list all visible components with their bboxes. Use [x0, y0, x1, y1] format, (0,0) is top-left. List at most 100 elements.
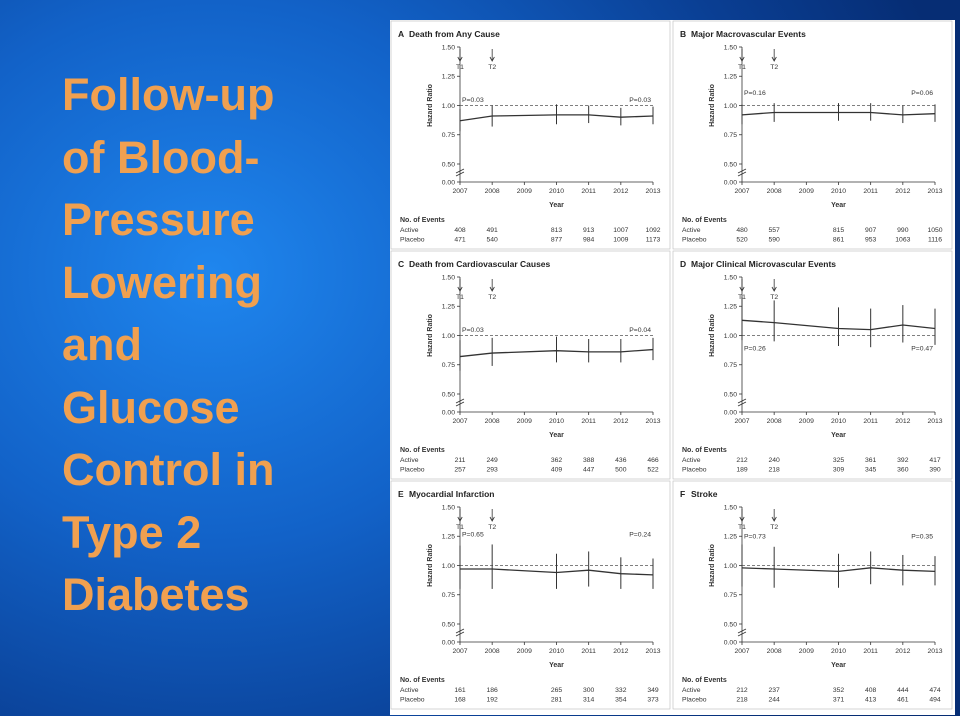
- x-tick-label: 2011: [863, 648, 878, 655]
- x-tick-label: 2012: [613, 418, 628, 425]
- p-value-label: P=0.24: [629, 531, 651, 538]
- marker-arrowhead: [739, 56, 745, 62]
- x-tick-label: 2010: [831, 188, 846, 195]
- events-value: 861: [833, 237, 845, 244]
- marker-arrowhead: [489, 56, 495, 62]
- events-value: 352: [833, 687, 845, 694]
- x-tick-label: 2009: [799, 418, 814, 425]
- events-row-label: Placebo: [400, 237, 425, 244]
- x-tick-label: 2010: [831, 418, 846, 425]
- hazard-ratio-line: [741, 111, 936, 116]
- x-tick-label: 2009: [799, 188, 814, 195]
- x-tick-label: 2010: [831, 648, 846, 655]
- events-value: 212: [736, 687, 748, 694]
- y-tick-label: 0.50: [442, 391, 455, 398]
- slide-title-line: Type 2: [62, 506, 202, 558]
- events-row-label: Active: [682, 227, 701, 234]
- events-row-label: Active: [682, 457, 701, 464]
- marker-arrowhead: [489, 286, 495, 292]
- axis-break: [455, 398, 465, 404]
- slide-title-line: Follow-up: [62, 69, 275, 120]
- p-value-label: P=0.47: [911, 346, 933, 353]
- x-tick-label: 2010: [549, 648, 564, 655]
- x-tick-label: 2013: [927, 418, 942, 425]
- slide-title-line: Control in: [62, 444, 275, 495]
- x-tick-label: 2009: [799, 648, 814, 655]
- axis-break: [737, 171, 747, 177]
- events-value: 212: [736, 457, 748, 464]
- figure-panel: A Death from Any Cause 0.00 0.50 0.75 1.00 1.2…: [390, 20, 955, 715]
- events-value: 309: [833, 467, 845, 474]
- events-value: 480: [736, 227, 748, 234]
- x-tick-label: 2013: [927, 188, 942, 195]
- events-value: 877: [551, 237, 563, 244]
- events-value: 293: [486, 467, 498, 474]
- y-axis-label: Hazard Ratio: [709, 84, 716, 127]
- events-value: 984: [583, 237, 595, 244]
- events-value: 211: [455, 457, 466, 464]
- p-value-label: P=0.73: [744, 534, 766, 541]
- marker-arrowhead: [457, 286, 463, 292]
- events-value: 249: [486, 457, 498, 464]
- x-tick-label: 2007: [734, 648, 749, 655]
- events-value: 1009: [613, 237, 628, 244]
- events-value: 953: [865, 237, 877, 244]
- y-tick-label: 1.25: [724, 74, 737, 81]
- x-tick-label: 2012: [895, 188, 910, 195]
- events-value: 813: [551, 227, 563, 234]
- marker-label: T2: [770, 294, 778, 301]
- events-value: 417: [929, 457, 941, 464]
- marker-label: T2: [770, 524, 778, 531]
- x-tick-label: 2012: [895, 418, 910, 425]
- events-value: 913: [583, 227, 595, 234]
- events-header: No. of Events: [400, 217, 445, 224]
- y-tick-label: 0.50: [724, 621, 737, 628]
- events-row-label: Placebo: [682, 237, 707, 244]
- y-tick-label: 0.75: [442, 362, 455, 369]
- events-value: 540: [486, 237, 498, 244]
- marker-label: T1: [738, 524, 746, 531]
- y-tick-label: 1.00: [724, 563, 737, 570]
- events-value: 362: [551, 457, 563, 464]
- slide-title-line: Pressure: [62, 194, 255, 245]
- panel-letter: F: [680, 489, 685, 499]
- events-value: 1007: [613, 227, 628, 234]
- y-tick-label: 1.25: [724, 534, 737, 541]
- y-tick-label: 1.25: [442, 304, 455, 311]
- events-value: 373: [647, 697, 659, 704]
- events-value: 408: [865, 687, 877, 694]
- x-tick-label: 2007: [734, 188, 749, 195]
- y-tick-label: 0.00: [442, 409, 455, 416]
- axis-break: [737, 631, 747, 637]
- y-axis-label: Hazard Ratio: [427, 544, 434, 587]
- events-value: 392: [897, 457, 909, 464]
- y-tick-label: 1.00: [724, 103, 737, 110]
- events-value: 413: [865, 697, 877, 704]
- chart-panel-c: C Death from Cardiovascular Causes 0.00 0.5…: [390, 250, 671, 480]
- events-value: 314: [583, 697, 595, 704]
- x-tick-label: 2012: [613, 648, 628, 655]
- x-tick-label: 2011: [581, 648, 596, 655]
- events-value: 300: [583, 687, 595, 694]
- x-axis-label: Year: [549, 662, 564, 669]
- y-tick-label: 0.75: [724, 362, 737, 369]
- events-value: 461: [897, 697, 909, 704]
- marker-label: T1: [456, 524, 464, 531]
- y-tick-label: 0.75: [442, 132, 455, 139]
- p-value-label: P=0.65: [462, 531, 484, 538]
- marker-arrowhead: [771, 56, 777, 62]
- chart-panel-d: D Major Clinical Microvascular Events 0.00…: [672, 250, 953, 480]
- x-tick-label: 2007: [452, 188, 467, 195]
- marker-arrowhead: [771, 286, 777, 292]
- events-value: 500: [615, 467, 627, 474]
- p-value-label: P=0.06: [911, 90, 933, 97]
- x-tick-label: 2007: [452, 418, 467, 425]
- events-row-label: Placebo: [400, 467, 425, 474]
- events-value: 1063: [895, 237, 910, 244]
- events-value: 240: [768, 457, 780, 464]
- axis-break: [737, 628, 747, 634]
- hazard-ratio-line: [741, 567, 936, 573]
- marker-arrowhead: [457, 516, 463, 522]
- events-value: 186: [486, 687, 498, 694]
